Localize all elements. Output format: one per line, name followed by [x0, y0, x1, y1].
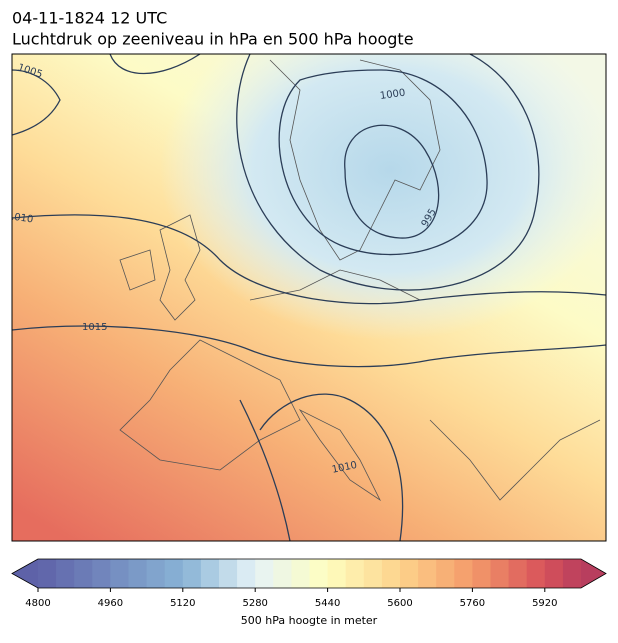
title: 04-11-1824 12 UTC: [12, 9, 167, 28]
colorbar-outline: [11, 558, 607, 589]
colorbar-tick-label: 4800: [25, 598, 50, 609]
contour-label: 1015: [82, 322, 107, 333]
colorbar-segment: [454, 559, 473, 588]
colorbar-segment: [526, 559, 546, 588]
colorbar-segment: [544, 559, 564, 588]
colorbar-segment: [182, 559, 202, 588]
colorbar-segment: [400, 559, 419, 588]
colorbar-segment: [128, 559, 148, 588]
colorbar-segment: [363, 559, 383, 588]
subtitle: Luchtdruk op zeeniveau in hPa en 500 hPa…: [12, 30, 414, 49]
low-pressure-area: [160, 54, 606, 340]
colorbar-tick-label: 5120: [170, 598, 195, 609]
colorbar-segment: [255, 559, 274, 588]
isobar: [12, 54, 201, 136]
colorbar-segment: [291, 559, 310, 588]
colorbar-segment: [237, 559, 256, 588]
colorbar: 4800 4960 5120 5280 5440 5600 5760 5920: [11, 558, 607, 609]
isobar: [236, 54, 540, 291]
colorbar-label: 500 hPa hoogte in meter: [241, 614, 378, 627]
colorbar-segment: [219, 559, 238, 588]
colorbar-tick-label: 5440: [315, 598, 340, 609]
colorbar-tick-label: 4960: [98, 598, 123, 609]
colorbar-segment: [508, 559, 528, 588]
contour-label: 1010: [331, 460, 358, 476]
map: 1005 1000 1010 1015 995 1010: [7, 54, 606, 541]
colorbar-segment: [38, 559, 57, 588]
colorbar-segment: [110, 559, 129, 588]
colorbar-tick-label: 5760: [460, 598, 485, 609]
isobar: [239, 393, 404, 541]
colorbar-segment: [490, 559, 510, 588]
colorbar-segment: [472, 559, 491, 588]
colorbar-segment: [309, 559, 329, 588]
colorbar-segment: [92, 559, 111, 588]
colorbar-segment: [164, 559, 184, 588]
map-frame: [11, 53, 607, 542]
isobar: [12, 214, 606, 305]
colorbar-segment: [436, 559, 455, 588]
colorbar-segment: [273, 559, 292, 588]
colorbar-segment: [146, 559, 166, 588]
colorbar-segment: [200, 559, 220, 588]
colorbar-segment: [327, 559, 347, 588]
colorbar-segment: [418, 559, 437, 588]
contour-label: 1010: [7, 211, 34, 225]
colorbar-tick-label: 5280: [242, 598, 267, 609]
colorbar-segment: [74, 559, 93, 588]
colorbar-tick-label: 5920: [532, 598, 557, 609]
colorbar-segment: [345, 559, 365, 588]
colorbar-segment: [56, 559, 75, 588]
colorbar-extend-low: [12, 559, 38, 588]
colorbar-segment: [562, 559, 582, 588]
contour-label: 1000: [379, 88, 406, 102]
isobar: [344, 124, 440, 239]
coastline: [119, 59, 601, 502]
isobar: [278, 69, 488, 256]
colorbar-segment: [381, 559, 401, 588]
colorbar-tick-label: 5600: [387, 598, 412, 609]
colorbar-extend-high: [581, 559, 606, 588]
isobar: [12, 325, 606, 368]
